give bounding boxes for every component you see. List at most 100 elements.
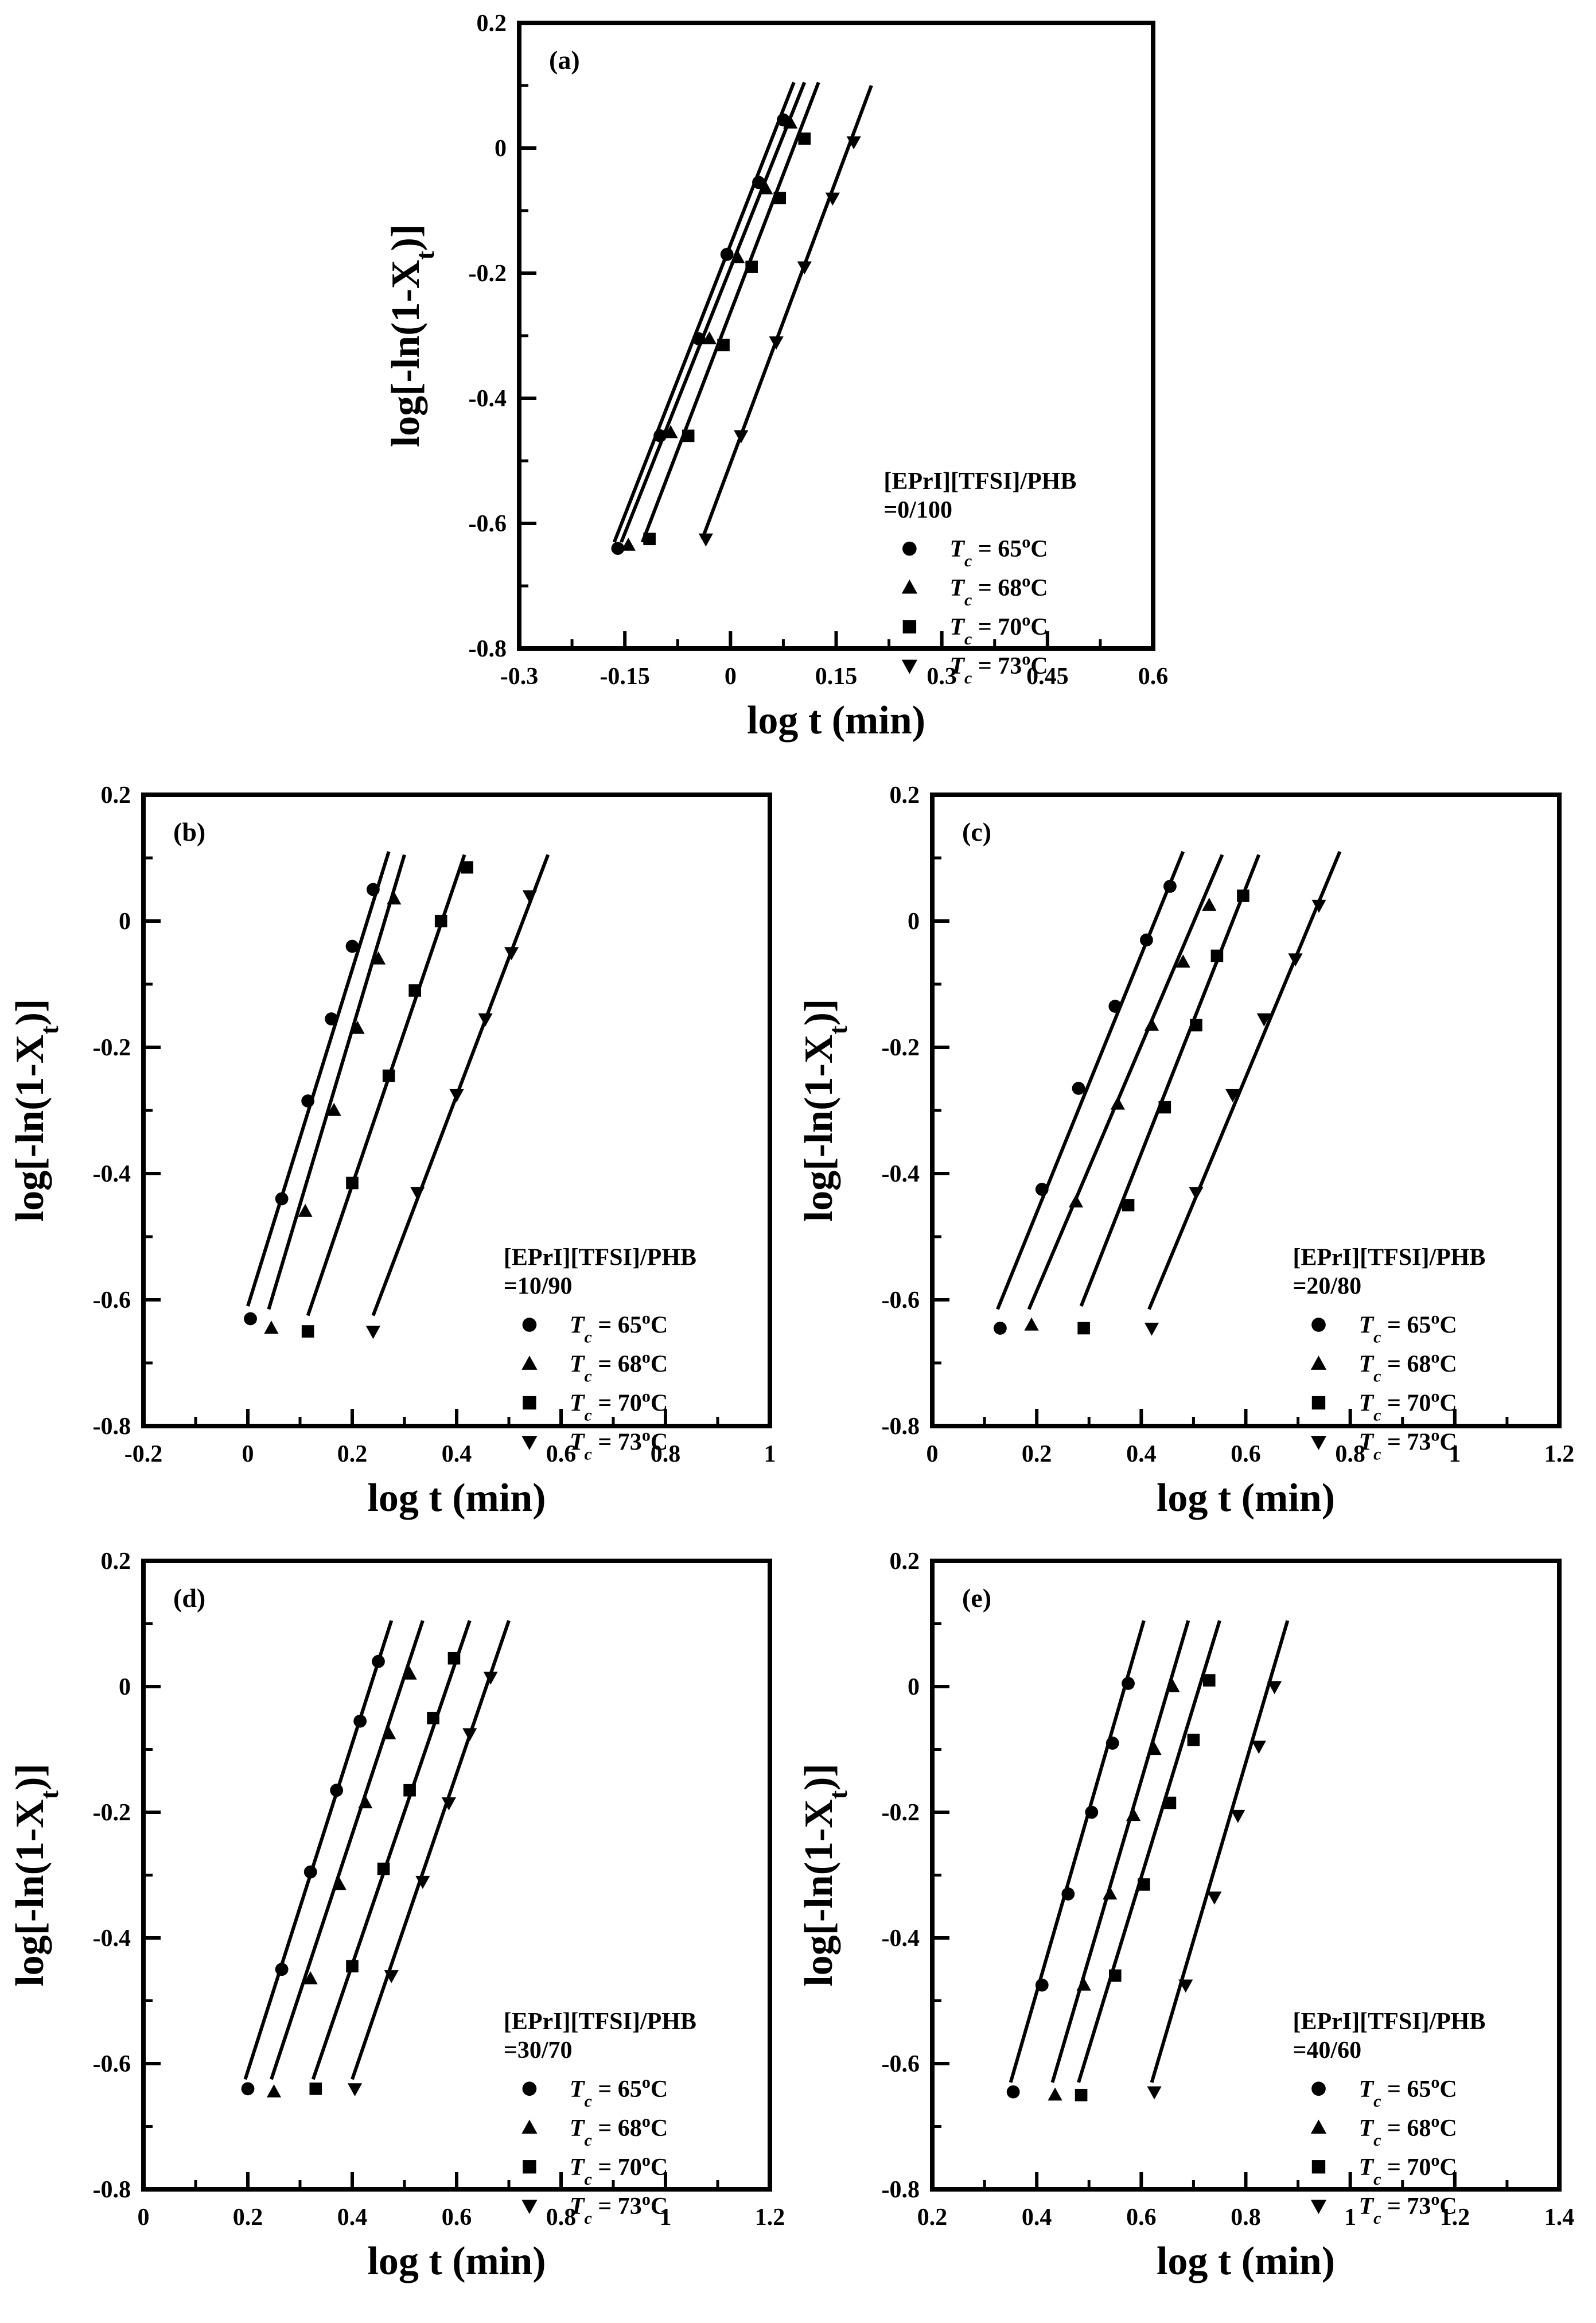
x-tick-label: 0 — [242, 1441, 254, 1467]
data-point — [347, 2083, 363, 2096]
panel-e: 0.2 0.4 0.6 0.8 1 1.2 1.4 -0.8 -0.6 -0.4 -0.2 0 0.2 l… — [797, 1548, 1574, 2283]
legend-entry-73: Tc = 73oC — [1310, 2189, 1457, 2227]
legend-marker — [1310, 2119, 1327, 2134]
fit-line — [1079, 854, 1261, 1307]
legend-label: Tc = 65oC — [1358, 2072, 1457, 2110]
legend-label: Tc = 65oC — [949, 533, 1048, 570]
data-point — [244, 1312, 257, 1326]
legend-subtitle: =10/90 — [504, 1273, 573, 1300]
y-tick-label: -0.6 — [882, 1287, 920, 1314]
y-tick-label: -0.6 — [882, 2051, 920, 2077]
data-point — [1210, 949, 1224, 962]
y-tick-label: 0.2 — [101, 1548, 131, 1575]
legend-label: Tc = 73oC — [949, 650, 1048, 687]
legend-label: Tc = 70oC — [949, 611, 1048, 648]
x-tick-label: 1 — [1449, 1441, 1461, 1467]
y-tick-label: 0.2 — [477, 10, 507, 37]
fit-line — [306, 854, 466, 1316]
x-tick-label: 0.45 — [1026, 663, 1069, 690]
legend-marker — [523, 1396, 536, 1410]
legend-label: Tc = 68oC — [570, 2111, 668, 2149]
data-point — [1288, 953, 1303, 967]
x-tick-label: 0.3 — [927, 663, 957, 690]
legend-label: Tc = 73oC — [1358, 1425, 1457, 1463]
series-68 — [266, 1620, 425, 2097]
series-73 — [1144, 850, 1342, 1336]
data-point — [1122, 1199, 1135, 1211]
legend-marker — [902, 541, 917, 556]
y-tick-label: 0.2 — [101, 782, 131, 809]
series-70 — [309, 1620, 472, 2095]
legend-label: Tc = 68oC — [1358, 1347, 1457, 1385]
data-point — [332, 1877, 347, 1890]
legend-label: Tc = 70oC — [1358, 2150, 1457, 2188]
data-point — [353, 1714, 367, 1728]
y-tick-label: 0.2 — [890, 782, 920, 809]
legend-marker — [523, 2160, 536, 2174]
fit-line — [270, 1620, 425, 2080]
legend-label: Tc = 65oC — [570, 2072, 668, 2110]
panel-label: (c) — [962, 817, 991, 846]
x-tick-label: 0.8 — [1231, 2204, 1261, 2231]
fit-line — [1027, 854, 1224, 1310]
legend-marker — [521, 2200, 538, 2215]
data-point — [1108, 1000, 1122, 1013]
series-70 — [301, 854, 473, 1338]
data-point — [758, 181, 773, 195]
series-65 — [1006, 1620, 1146, 2099]
data-point — [1163, 1796, 1177, 1809]
x-tick-label: 1.2 — [1440, 2204, 1470, 2231]
data-point — [410, 1187, 425, 1201]
data-point — [717, 339, 730, 352]
series-65 — [241, 1620, 394, 2096]
legend-subtitle: =40/60 — [1293, 2037, 1361, 2064]
legend-marker — [902, 620, 917, 634]
data-point — [434, 915, 447, 927]
legend-label: Tc = 65oC — [1358, 1308, 1457, 1346]
legend-entry-73: Tc = 73oC — [521, 1425, 668, 1463]
data-point — [346, 1960, 359, 1973]
data-point — [461, 861, 473, 874]
y-tick-label: -0.2 — [469, 261, 507, 287]
legend-subtitle: =30/70 — [504, 2037, 573, 2064]
x-tick-label: 0.2 — [917, 2204, 948, 2231]
y-tick-label: -0.8 — [93, 2177, 131, 2203]
legend-marker — [901, 659, 918, 674]
y-tick-label: -0.8 — [882, 1413, 920, 1440]
fit-line — [351, 1620, 511, 2080]
data-point — [1085, 1805, 1099, 1819]
y-tick-label: -0.4 — [93, 1161, 131, 1187]
y-tick-label: -0.2 — [882, 1035, 920, 1061]
data-point — [1108, 1969, 1122, 1982]
data-point — [1147, 2086, 1162, 2100]
fit-line — [641, 81, 820, 543]
legend-marker — [1311, 1318, 1326, 1332]
x-tick-label: 1.2 — [755, 2204, 785, 2231]
x-tick-label: 0.8 — [546, 2204, 577, 2231]
data-point — [1068, 1194, 1084, 1208]
data-point — [462, 1728, 477, 1742]
y-tick-label: -0.2 — [882, 1800, 920, 1826]
data-point — [303, 1865, 317, 1879]
data-point — [1144, 1322, 1159, 1336]
x-tick-label: 1.2 — [1544, 1441, 1575, 1467]
data-point — [387, 891, 402, 905]
legend-subtitle: =20/80 — [1293, 1273, 1361, 1300]
series-73 — [347, 1620, 511, 2096]
data-point — [1138, 1878, 1150, 1891]
legend-marker — [1310, 1355, 1327, 1370]
y-tick-label: -0.4 — [882, 1161, 920, 1187]
x-tick-label: 0.15 — [815, 663, 858, 690]
data-point — [994, 1322, 1007, 1335]
legend-label: Tc = 70oC — [570, 1386, 668, 1424]
legend-marker — [1310, 2200, 1327, 2215]
data-point — [345, 939, 359, 953]
data-point — [720, 247, 734, 261]
data-point — [1207, 1891, 1222, 1905]
legend-entry-68: Tc = 68oC — [521, 1347, 668, 1385]
legend-marker — [521, 2119, 538, 2134]
data-point — [1061, 1887, 1075, 1901]
data-point — [403, 1784, 416, 1797]
fit-line — [1147, 850, 1342, 1310]
